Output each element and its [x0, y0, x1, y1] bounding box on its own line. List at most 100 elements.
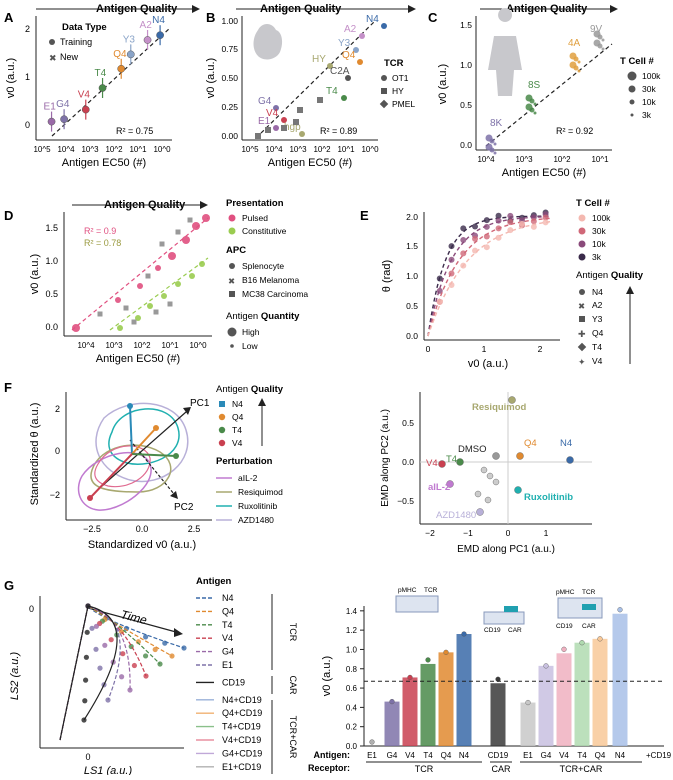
trajectory-point [83, 677, 89, 683]
trajectory-point [143, 653, 149, 659]
trajectory-point [81, 717, 87, 723]
trajectory-point [89, 625, 95, 631]
panel-letter-F: F [4, 380, 12, 395]
panel-d-ytick-0: 0.0 [45, 322, 58, 332]
point-label-v4: V4 [266, 108, 279, 119]
panel-e-legend2-y3: Y3 [592, 314, 603, 324]
panel-e-xtick-1: 1 [482, 344, 487, 354]
panel-f-legend-marker-v4 [218, 439, 226, 447]
panel-f-legend-ail2: aIL-2 [238, 473, 258, 483]
panel-e-legend-title: T Cell # [576, 198, 611, 209]
emd-point [456, 458, 464, 466]
cluster-point [493, 142, 497, 146]
panel-f-legend-title: Antigen Quality [216, 384, 284, 395]
panel-b-xtick-1: 10^4 [265, 145, 283, 154]
panel-e-legend2-title: Antigen Quality [576, 270, 644, 281]
panel-g-left-xtick-0: 0 [85, 752, 90, 762]
emd-point [566, 456, 574, 464]
trajectory-point [162, 640, 168, 646]
e-point [436, 287, 443, 294]
legend-label-v4: V4 [222, 633, 233, 643]
time-arrowhead [174, 628, 183, 637]
bar-xlabel-v4: V4 [559, 751, 569, 760]
panel-c-legend-marker-10k [629, 99, 635, 105]
point-label-a2: A2 [140, 20, 153, 31]
bar-xlabel-e1: E1 [523, 751, 533, 760]
panel-c-xlabel: Antigen EC50 (#) [502, 167, 586, 179]
emd-point [492, 452, 500, 460]
point-label-y3: Y3 [123, 34, 136, 45]
panel-a-ylabel: v0 (a.u.) [5, 58, 17, 98]
e-point [460, 250, 467, 257]
trajectory-point [152, 646, 158, 653]
panel-g-legend-title: Antigen [196, 576, 232, 587]
trajectory [59, 605, 147, 741]
contour-pink [94, 445, 151, 488]
panel-a-ytick-1: 1 [25, 72, 30, 82]
panel-e-xtick-2: 2 [538, 344, 543, 354]
trajectory-point [169, 653, 175, 659]
d-point [147, 303, 153, 309]
panel-e-ytick-4: 2.0 [406, 212, 418, 222]
panel-b-xtick-2: 10^3 [289, 145, 307, 154]
bar-xlabel-t4: T4 [577, 751, 587, 760]
cluster-point [533, 102, 537, 106]
trajectory [59, 605, 118, 741]
panel-a-annotation: R² = 0.75 [116, 126, 153, 136]
panel-b-legend-ot1: OT1 [392, 73, 409, 83]
trajectory-point [84, 629, 90, 635]
panel-letter-A: A [4, 10, 14, 25]
panel-e-ytick-3: 1.5 [406, 241, 418, 251]
panel-d-xtick-2: 10^2 [133, 341, 151, 350]
panel-d-xtick-1: 10^3 [105, 341, 123, 350]
panel-g-left-ylabel: LS2 (a.u.) [9, 652, 21, 701]
cluster-point [601, 47, 605, 51]
bar-xlabel-n4: N4 [615, 751, 626, 760]
panel-c-ylabel: v0 (a.u.) [437, 64, 449, 104]
panel-b-legend-marker-ot1 [381, 75, 387, 81]
bar-xlabel-g4: G4 [541, 751, 552, 760]
d-point [155, 265, 161, 271]
quality-vector-tip [173, 453, 179, 459]
panel-d-legend-marker-low [230, 344, 234, 348]
panel-a-xtick-0: 10^5 [33, 145, 51, 154]
e-point [530, 223, 537, 230]
panel-c-points: 9V 4A 8S 8K [485, 24, 605, 155]
row-label-receptor: Receptor: [308, 763, 350, 773]
bar-q4 [592, 638, 608, 746]
panel-a-xtick-2: 10^3 [81, 145, 99, 154]
trajectory-point [143, 673, 149, 679]
point-e1 [273, 125, 279, 131]
point-label-t4: T4 [326, 86, 338, 97]
panel-f-quality-arrowhead [258, 398, 266, 406]
panel-c-ytick-2: 1.0 [460, 60, 472, 70]
quality-vector [129, 405, 133, 455]
panel-letter-E: E [360, 208, 369, 223]
e-point [436, 298, 443, 305]
panel-a-points: E1 G4 V4 T4 Q4 Y3 A2 N4 [44, 15, 165, 132]
d-grey-point [175, 229, 181, 235]
e-point [472, 223, 479, 230]
cluster-point [529, 107, 535, 113]
panel-letter-G: G [4, 578, 14, 593]
panel-d-ylabel: v0 (a.u.) [29, 254, 41, 294]
panel-d-annotation-constitutive: R² = 0.78 [84, 238, 121, 248]
point-label-q4: Q4 [342, 50, 356, 61]
panel-letter-B: B [206, 10, 215, 25]
bar-v4 [556, 653, 572, 746]
panel-g-right-xlabels: E1 G4 V4 T4 Q4 N4 CD19 E1 G4 V4 T4 Q4 N4 [367, 751, 626, 760]
point-label-t4: T4 [95, 68, 107, 79]
panel-b-ytick-2: 0.50 [221, 73, 238, 83]
e-point [448, 256, 455, 263]
panel-d-legend-low: Low [242, 341, 258, 351]
emd-point [492, 478, 500, 486]
panel-e-legend2-marker-v4: ✦ [578, 357, 586, 367]
trajectory [59, 605, 121, 741]
panel-e-xtick-0: 0 [426, 344, 431, 354]
panel-e-legend2-marker-t4 [577, 342, 587, 352]
panel-c-legend-3k: 3k [642, 110, 652, 120]
contour-ruxolitinib [108, 408, 180, 465]
cluster-point [597, 43, 603, 49]
panel-b-ylabel: v0 (a.u.) [205, 58, 217, 98]
panel-e: 0.0 0.5 1.0 1.5 2.0 0 1 2 v0 (a.u.) θ (r… [381, 198, 644, 370]
